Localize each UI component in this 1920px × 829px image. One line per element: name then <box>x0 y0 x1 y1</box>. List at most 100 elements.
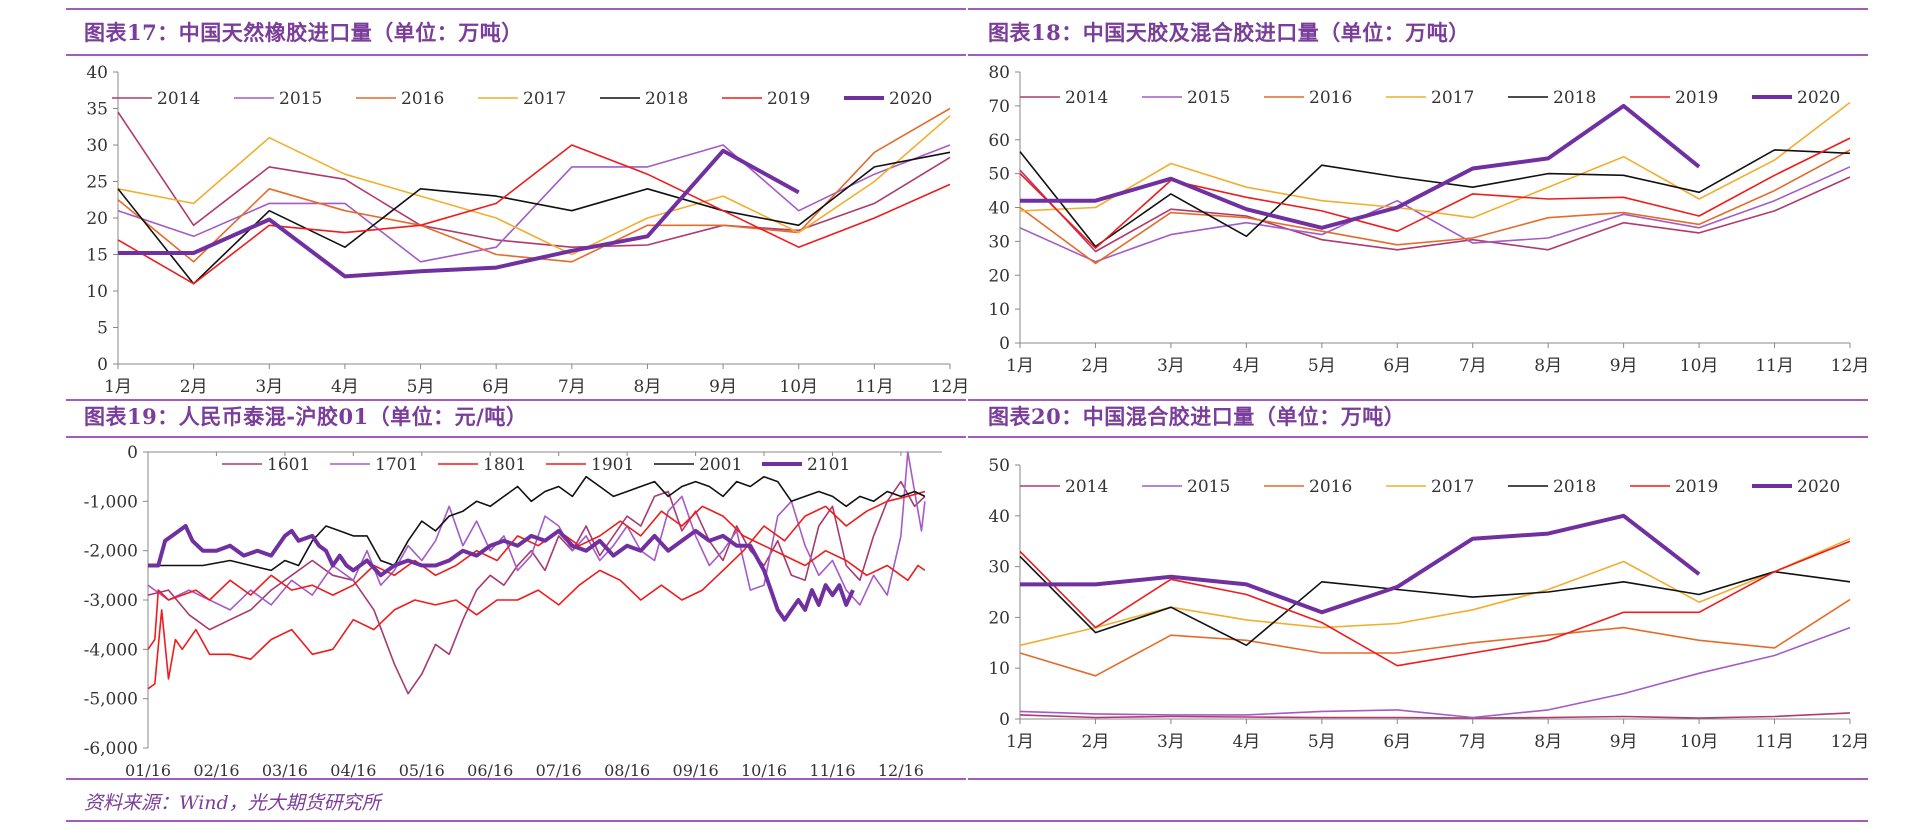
c19-legend-label-1901: 1901 <box>591 455 634 475</box>
title-rule-17 <box>66 54 966 56</box>
c20-series-line-2019 <box>1019 540 1851 667</box>
c17-x-tick-label: 6月 <box>482 377 510 397</box>
chart-title-19: 图表19：人民币泰混-沪胶01（单位：元/吨） <box>84 404 528 429</box>
c19-x-tick-label: 02/16 <box>193 761 239 780</box>
c20-series-line-2018 <box>1019 555 1851 647</box>
c20-x-tick-label: 1月 <box>1006 732 1034 752</box>
c17-y-tick-label: 20 <box>86 209 108 229</box>
c17-x-tick-label: 2月 <box>180 377 208 397</box>
c18-x-tick-label: 7月 <box>1459 356 1487 376</box>
c20-x-tick-label: 6月 <box>1383 732 1411 752</box>
c19-series-line-1901 <box>147 505 926 650</box>
c19-y-tick-label: -1,000 <box>84 492 138 512</box>
c18-legend-label-2015: 2015 <box>1187 88 1230 108</box>
c19-legend-label-2001: 2001 <box>699 455 742 475</box>
c19-series-line-2101 <box>148 524 855 622</box>
c18-x-tick-label: 12月 <box>1831 356 1870 376</box>
c20-y-tick-label: 0 <box>999 710 1010 730</box>
c19-y-tick-label: -6,000 <box>84 739 138 759</box>
c18-y-tick-label: 10 <box>988 300 1010 320</box>
c17-x-tick-label: 3月 <box>255 377 283 397</box>
c20-x-tick-label: 4月 <box>1232 732 1260 752</box>
c18-y-tick-label: 30 <box>988 232 1010 252</box>
c19-legend-label-1701: 1701 <box>375 455 418 475</box>
c20-legend-label-2015: 2015 <box>1187 477 1230 497</box>
footer-rule <box>66 820 1868 822</box>
c20-y-tick-label: 30 <box>988 558 1010 578</box>
c18-series-line-2020 <box>1020 103 1701 230</box>
c19-y-tick-label: -3,000 <box>84 591 138 611</box>
c18-legend-label-2014: 2014 <box>1065 88 1108 108</box>
title-rule-18 <box>968 54 1868 56</box>
c20-x-tick-label: 8月 <box>1534 732 1562 752</box>
c18-y-tick-label: 80 <box>988 63 1010 83</box>
mid-rule-right <box>968 399 1868 401</box>
c20-series-line-2014 <box>1019 712 1851 719</box>
c20-legend-label-2014: 2014 <box>1065 477 1108 497</box>
c18-legend-label-2017: 2017 <box>1431 88 1474 108</box>
bottom-rule-left <box>66 778 966 780</box>
c19-x-tick-label: 03/16 <box>262 761 308 780</box>
c17-legend-label-2020: 2020 <box>889 89 932 109</box>
c18-series-line-2015 <box>1019 166 1851 263</box>
c20-legend-label-2020: 2020 <box>1797 477 1840 497</box>
c17-x-tick-label: 1月 <box>104 377 132 397</box>
c17-legend-label-2015: 2015 <box>279 89 322 109</box>
c20-series-line-2020 <box>1020 513 1701 615</box>
c20-y-tick-label: 20 <box>988 608 1010 628</box>
c19-x-tick-label: 07/16 <box>536 761 582 780</box>
c17-series-line-2018 <box>117 151 951 285</box>
c17-series-line-2019 <box>117 144 951 285</box>
c19-series-line-1801 <box>147 490 926 690</box>
c20-x-tick-label: 7月 <box>1459 732 1487 752</box>
c18-series-line-2016 <box>1019 149 1851 265</box>
c19-x-tick-label: 06/16 <box>467 761 513 780</box>
c19-series-line-1601 <box>147 480 926 695</box>
title-rule-19 <box>66 436 966 438</box>
c19-y-tick-label: 0 <box>127 443 138 463</box>
c19-x-tick-label: 05/16 <box>399 761 445 780</box>
c18-x-tick-label: 5月 <box>1308 356 1336 376</box>
source-note: 资料来源：Wind，光大期货研究所 <box>84 792 381 814</box>
c19-y-tick-label: -5,000 <box>84 690 138 710</box>
c20-legend-label-2016: 2016 <box>1309 477 1352 497</box>
c19-series-line-2001 <box>148 475 926 572</box>
c20-x-tick-label: 9月 <box>1610 732 1638 752</box>
c17-y-tick-label: 10 <box>86 282 108 302</box>
c18-series-line-2019 <box>1019 137 1851 249</box>
c20-x-tick-label: 12月 <box>1831 732 1870 752</box>
c20-y-tick-label: 50 <box>988 456 1010 476</box>
c18-y-tick-label: 60 <box>988 131 1010 151</box>
c18-series-line-2014 <box>1019 169 1851 253</box>
c20-legend-label-2019: 2019 <box>1675 477 1718 497</box>
c17-x-tick-label: 9月 <box>709 377 737 397</box>
c19-y-tick-label: -4,000 <box>84 640 138 660</box>
c20-series-line-2017 <box>1019 537 1851 647</box>
c20-y-tick-label: 10 <box>988 659 1010 679</box>
c20-y-tick-label: 40 <box>988 507 1010 527</box>
c17-x-tick-label: 8月 <box>634 377 662 397</box>
chart-title-20: 图表20：中国混合胶进口量（单位：万吨） <box>988 404 1406 429</box>
c20-x-tick-label: 2月 <box>1082 732 1110 752</box>
c17-x-tick-label: 7月 <box>558 377 586 397</box>
c20-x-tick-label: 5月 <box>1308 732 1336 752</box>
c19-x-tick-label: 01/16 <box>125 761 171 780</box>
c17-legend-label-2019: 2019 <box>767 89 810 109</box>
c17-legend-label-2018: 2018 <box>645 89 688 109</box>
c17-series-line-2020 <box>118 148 800 279</box>
c17-y-tick-label: 35 <box>86 100 108 120</box>
title-rule-20 <box>968 436 1868 438</box>
c18-legend-label-2020: 2020 <box>1797 88 1840 108</box>
mid-rule-left <box>66 399 966 401</box>
c18-x-tick-label: 10月 <box>1680 356 1719 376</box>
c18-x-tick-label: 4月 <box>1232 356 1260 376</box>
c19-legend-label-2101: 2101 <box>807 455 850 475</box>
c19-x-tick-label: 08/16 <box>604 761 650 780</box>
c19-x-tick-label: 12/16 <box>878 761 924 780</box>
c18-legend-label-2016: 2016 <box>1309 88 1352 108</box>
chart-title-18: 图表18：中国天胶及混合胶进口量（单位：万吨） <box>988 20 1470 45</box>
bottom-rule-right <box>968 778 1868 780</box>
